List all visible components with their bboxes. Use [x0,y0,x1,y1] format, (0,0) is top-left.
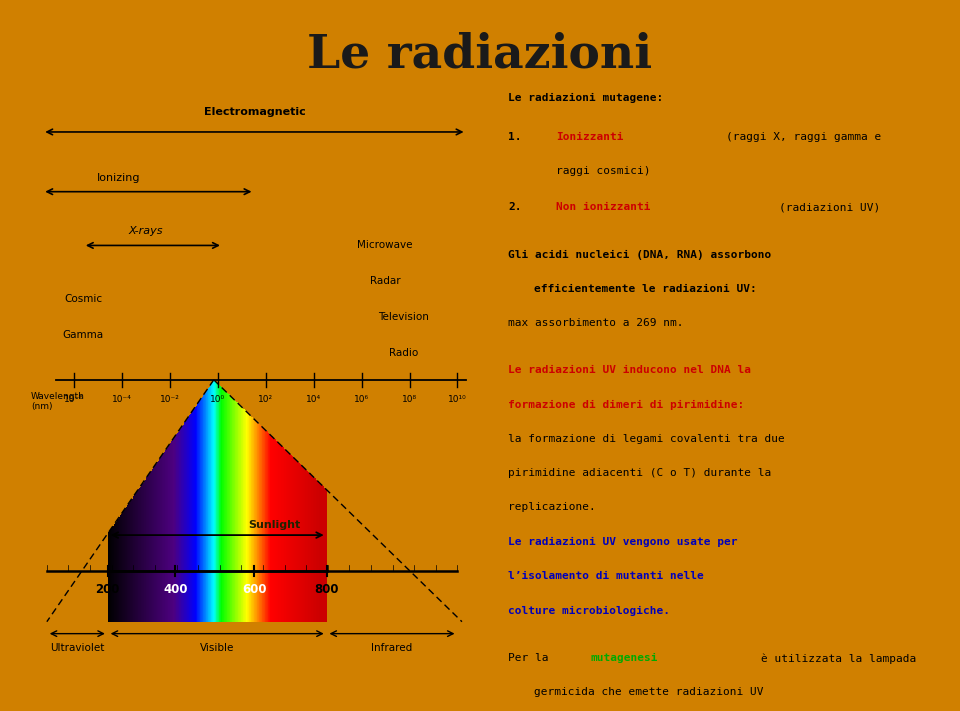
Text: 2.: 2. [508,202,521,212]
Text: X-rays: X-rays [129,227,163,237]
Text: 10⁸: 10⁸ [402,395,417,404]
Text: 10⁰: 10⁰ [210,395,226,404]
Text: Le radiazioni: Le radiazioni [307,32,653,78]
Text: la formazione di legami covalenti tra due: la formazione di legami covalenti tra du… [508,434,784,444]
Text: 600: 600 [242,583,267,596]
Text: raggi cosmici): raggi cosmici) [556,166,651,176]
Text: 200: 200 [96,583,120,596]
Text: Television: Television [378,312,429,322]
Text: 10¹⁰: 10¹⁰ [448,395,467,404]
Text: 1.: 1. [508,132,521,142]
Text: Infrared: Infrared [372,643,413,653]
Text: replicazione.: replicazione. [508,502,596,512]
Text: Le radiazioni mutagene:: Le radiazioni mutagene: [508,93,663,103]
Text: mutagenesi: mutagenesi [591,653,659,663]
Text: l’isolamento di mutanti nelle: l’isolamento di mutanti nelle [508,572,704,582]
Text: 10⁻⁶: 10⁻⁶ [64,395,84,404]
Text: (raggi X, raggi gamma e: (raggi X, raggi gamma e [727,132,881,142]
Text: colture microbiologiche.: colture microbiologiche. [508,606,670,616]
Text: Gli acidi nucleici (DNA, RNA) assorbono: Gli acidi nucleici (DNA, RNA) assorbono [508,250,771,260]
Text: Gamma: Gamma [62,330,104,340]
Text: (radiazioni UV): (radiazioni UV) [779,202,880,212]
Text: max assorbimento a 269 nm.: max assorbimento a 269 nm. [508,318,684,328]
Text: Microwave: Microwave [357,240,413,250]
Text: Wavelength
(nm): Wavelength (nm) [31,392,84,411]
Text: Cosmic: Cosmic [64,294,102,304]
Text: Radio: Radio [389,348,418,358]
Text: 10²: 10² [258,395,274,404]
Text: Ultraviolet: Ultraviolet [50,643,105,653]
Text: Electromagnetic: Electromagnetic [204,107,305,117]
Text: pirimidine adiacenti (C o T) durante la: pirimidine adiacenti (C o T) durante la [508,468,771,478]
Text: 10⁶: 10⁶ [354,395,370,404]
Text: Non ionizzanti: Non ionizzanti [556,202,651,212]
Text: è utilizzata la lampada: è utilizzata la lampada [761,653,917,663]
Text: Ionizing: Ionizing [97,173,141,183]
Text: efficientemente le radiazioni UV:: efficientemente le radiazioni UV: [534,284,756,294]
Text: Per la: Per la [508,653,555,663]
Text: 10⁻⁴: 10⁻⁴ [112,395,132,404]
Text: Ionizzanti: Ionizzanti [556,132,623,142]
Text: Sunlight: Sunlight [249,520,300,530]
Text: Le radiazioni UV vengono usate per: Le radiazioni UV vengono usate per [508,538,737,547]
Text: Visible: Visible [200,643,234,653]
Text: Radar: Radar [370,277,400,287]
Text: germicida che emette radiazioni UV: germicida che emette radiazioni UV [534,688,763,697]
Text: 800: 800 [314,583,339,596]
Text: 10⁻²: 10⁻² [160,395,180,404]
Text: 400: 400 [163,583,188,596]
Text: 10⁴: 10⁴ [306,395,322,404]
Text: formazione di dimeri di pirimidine:: formazione di dimeri di pirimidine: [508,400,744,410]
Text: Le radiazioni UV inducono nel DNA la: Le radiazioni UV inducono nel DNA la [508,365,751,375]
